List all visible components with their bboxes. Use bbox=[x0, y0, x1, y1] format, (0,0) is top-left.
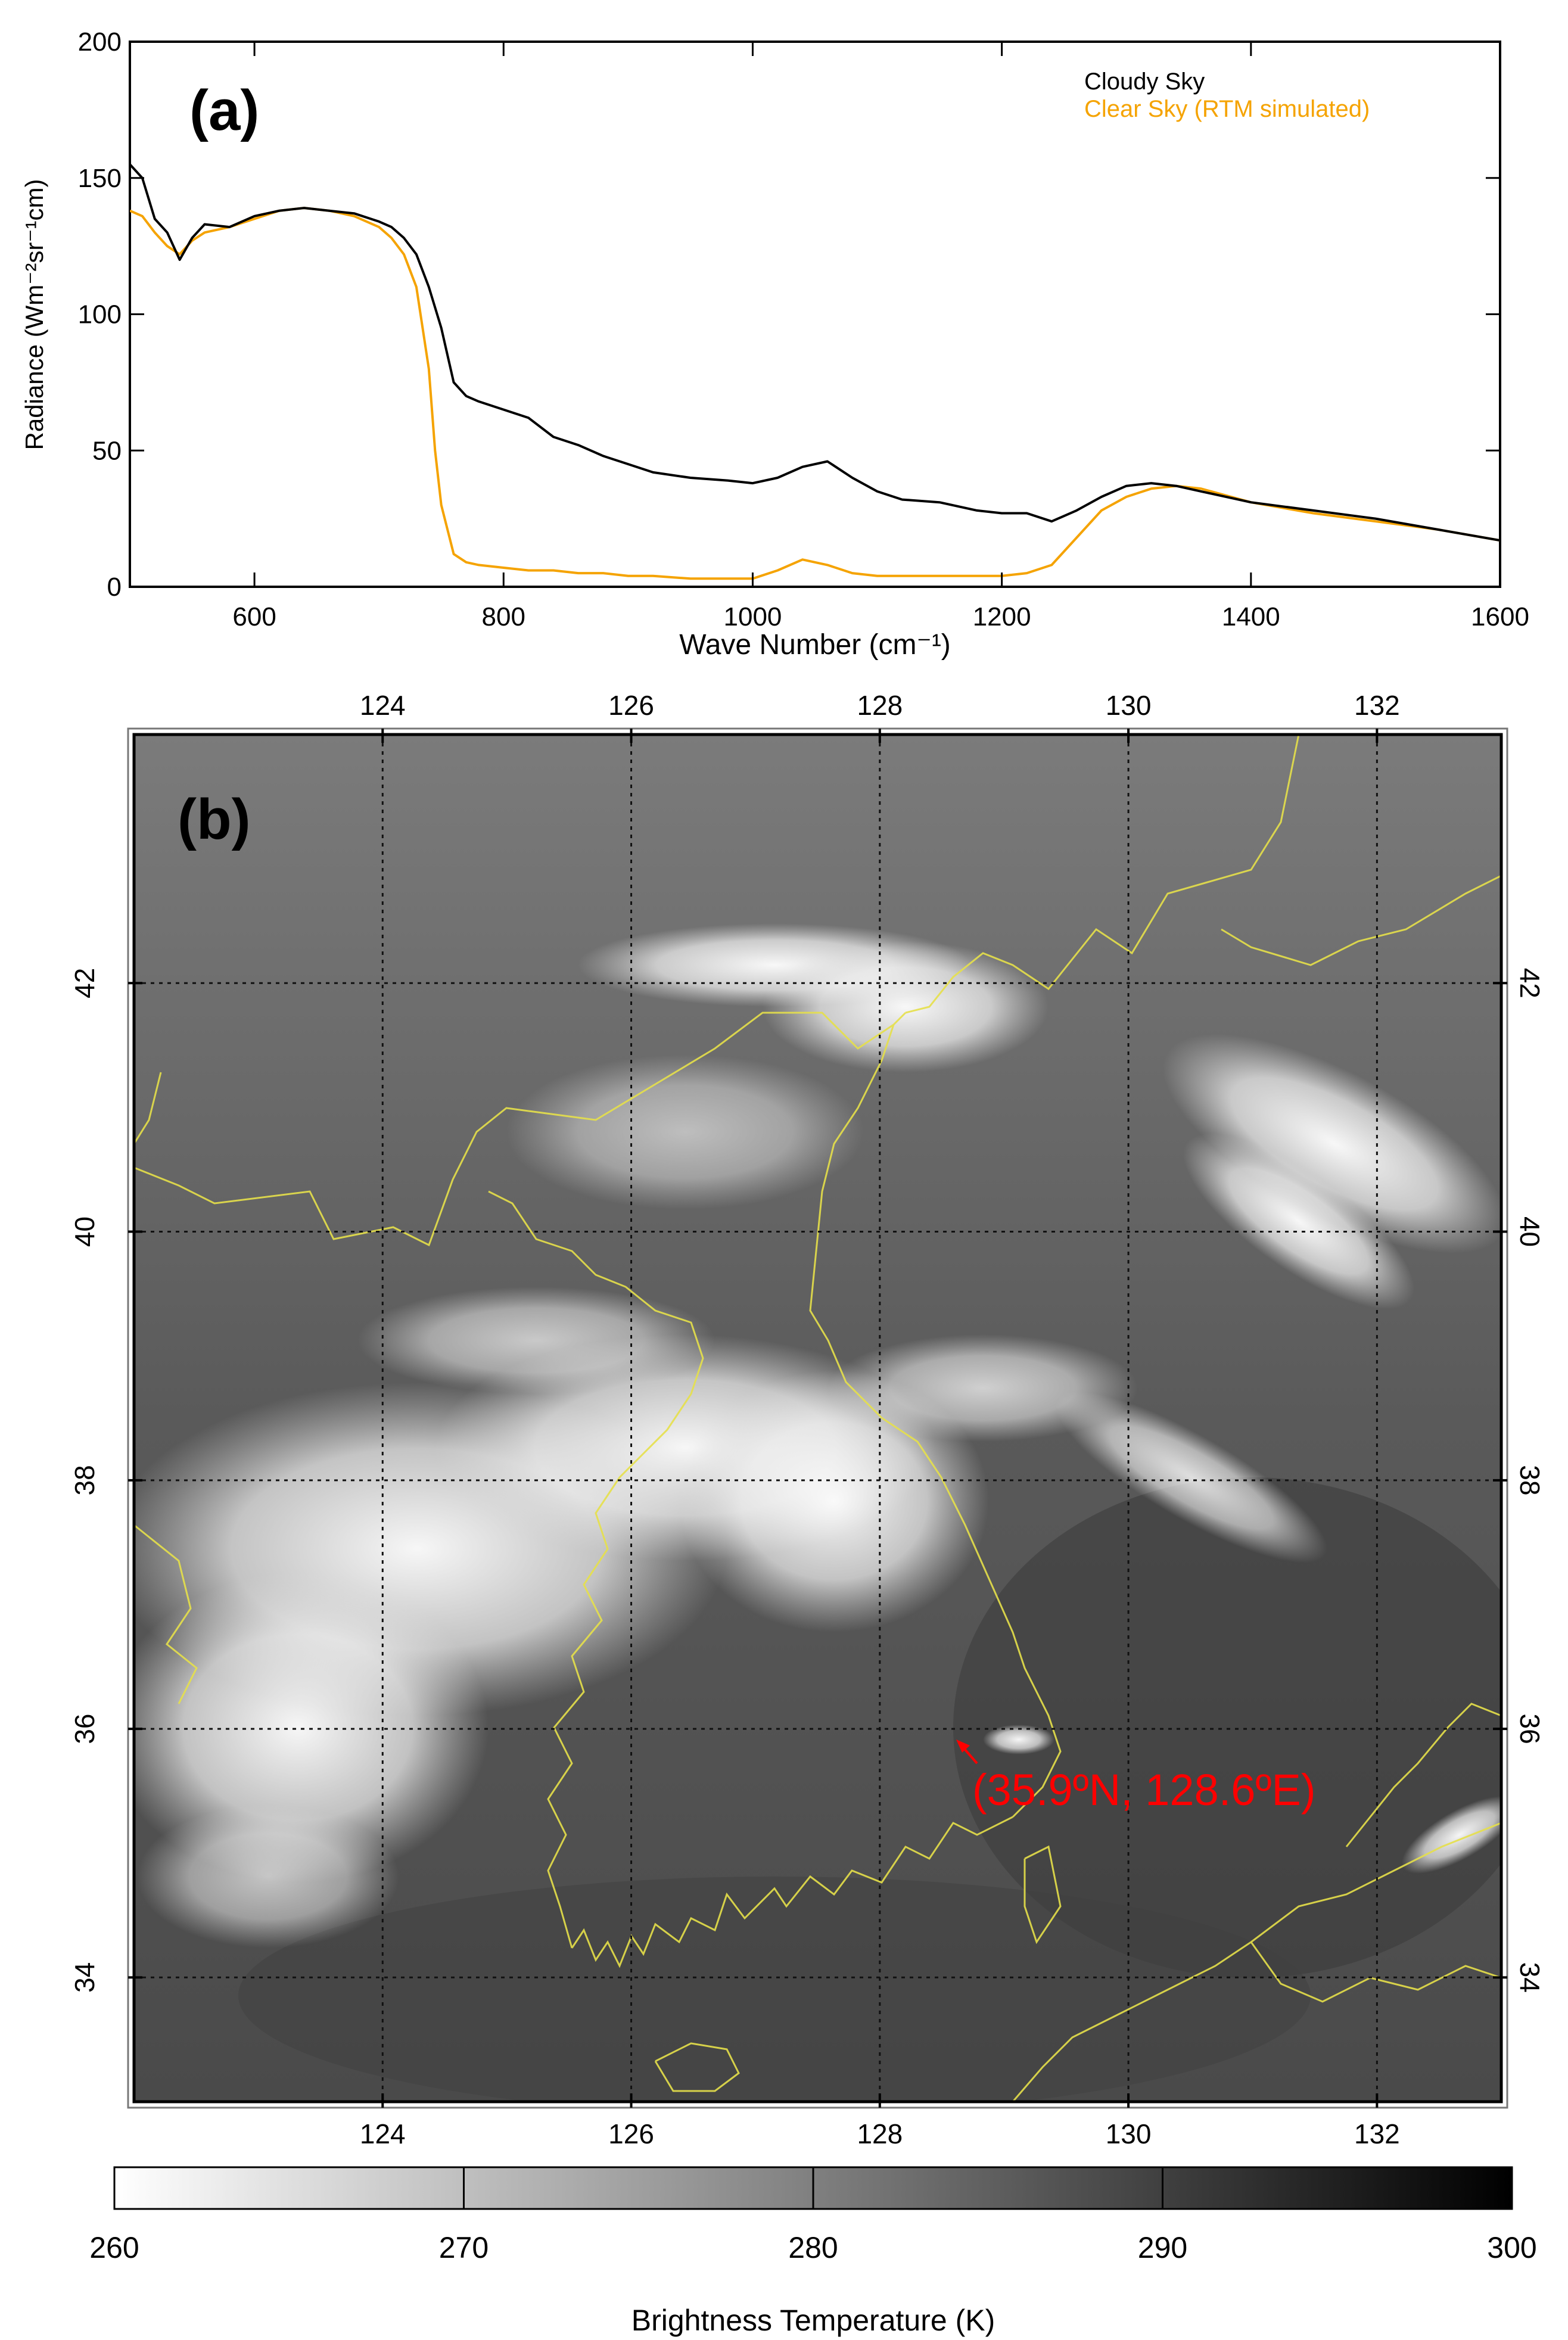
x-tick-label: 1400 bbox=[1222, 602, 1280, 631]
cloud-cover bbox=[134, 923, 1501, 1948]
lon-tick-label-top: 124 bbox=[360, 690, 406, 721]
x-tick-label: 1200 bbox=[973, 602, 1031, 631]
panel-a-ylabel: Radiance (Wm⁻²sr⁻¹cm) bbox=[20, 179, 48, 450]
colorbar: 260 270 280 290 300 Brightness Temperature (… bbox=[89, 2166, 1537, 2337]
colorbar-tick-label: 280 bbox=[788, 2231, 838, 2264]
x-tick-label: 1000 bbox=[724, 602, 782, 631]
lon-tick-label-bottom: 130 bbox=[1106, 2118, 1152, 2149]
lat-tick-label-right: 34 bbox=[1514, 1962, 1545, 1993]
x-tick-label: 800 bbox=[482, 602, 525, 631]
lat-tick-label-right: 36 bbox=[1514, 1714, 1545, 1744]
y-tick-label: 200 bbox=[78, 27, 122, 57]
y-tick-label: 150 bbox=[78, 164, 122, 193]
lon-tick-label-top: 130 bbox=[1106, 690, 1152, 721]
series-line-cloudy-sky bbox=[130, 163, 1500, 542]
annotation-label: (35.9ºN, 128.6ºE) bbox=[972, 1765, 1315, 1815]
lon-tick-label-bottom: 126 bbox=[608, 2118, 654, 2149]
panel-a-plot-frame bbox=[129, 41, 1501, 588]
colorbar-tick-label: 270 bbox=[439, 2231, 489, 2264]
colorbar-tick-label: 290 bbox=[1138, 2231, 1187, 2264]
lon-tick-label-bottom: 124 bbox=[360, 2118, 406, 2149]
lat-tick-label-left: 38 bbox=[69, 1465, 100, 1495]
lat-tick-label-right: 40 bbox=[1514, 1216, 1545, 1247]
lat-tick-label-left: 36 bbox=[69, 1714, 100, 1744]
panel-a: 600 800 1000 1200 1400 1600 0 50 100 150 200 (a) W… bbox=[20, 27, 1529, 661]
lon-tick-label-top: 132 bbox=[1354, 690, 1400, 721]
legend-clear-sky: Clear Sky (RTM simulated) bbox=[1084, 96, 1370, 122]
y-tick-label: 0 bbox=[107, 572, 122, 602]
lon-tick-label-bottom: 132 bbox=[1354, 2118, 1400, 2149]
lat-tick-label-right: 38 bbox=[1514, 1465, 1545, 1495]
panel-b-label: (b) bbox=[178, 788, 251, 851]
y-tick-label: 100 bbox=[78, 300, 122, 329]
x-tick-label: 600 bbox=[232, 602, 276, 631]
lat-tick-label-left: 34 bbox=[69, 1962, 100, 1993]
lon-tick-label-bottom: 128 bbox=[857, 2118, 903, 2149]
panel-b-outer-frame bbox=[127, 727, 1508, 2109]
colorbar-tick-label: 260 bbox=[89, 2231, 139, 2264]
panel-b-map-frame bbox=[132, 733, 1503, 2103]
dark-region-south bbox=[238, 1877, 1311, 2102]
coastlines bbox=[134, 735, 1501, 2102]
lon-tick-label-top: 126 bbox=[608, 690, 654, 721]
colorbar-label: Brightness Temperature (K) bbox=[631, 2304, 995, 2337]
lat-tick-label-left: 40 bbox=[69, 1216, 100, 1247]
panel-b: (35.9ºN, 128.6ºE) (b) 124 124 126 126 128 128… bbox=[69, 690, 1545, 2149]
lat-tick-label-right: 42 bbox=[1514, 968, 1545, 998]
panel-a-label: (a) bbox=[189, 79, 259, 142]
x-tick-label: 1600 bbox=[1471, 602, 1529, 631]
legend-cloudy-sky: Cloudy Sky bbox=[1084, 69, 1205, 95]
colorbar-tick-label: 300 bbox=[1487, 2231, 1536, 2264]
y-tick-label: 50 bbox=[92, 436, 122, 465]
lon-tick-label-top: 128 bbox=[857, 690, 903, 721]
lat-tick-label-left: 42 bbox=[69, 968, 100, 998]
panel-a-xlabel: Wave Number (cm⁻¹) bbox=[679, 629, 951, 661]
annotation-arrowhead bbox=[956, 1740, 970, 1753]
dark-region-east-sea bbox=[953, 1477, 1501, 1978]
